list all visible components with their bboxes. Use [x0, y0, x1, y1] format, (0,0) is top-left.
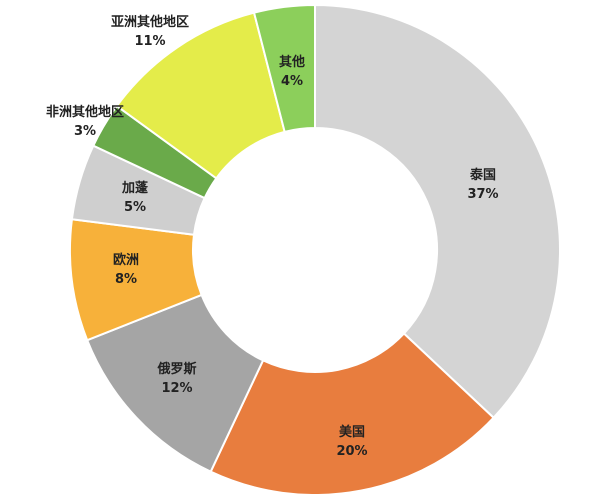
slice-2 — [85, 293, 265, 474]
slice-label-2: 俄罗斯 — [156, 361, 196, 377]
slice-label-1: 美国 — [339, 424, 365, 440]
slice-7 — [252, 3, 316, 134]
slice-0 — [314, 3, 561, 420]
slice-label-4: 加蓬 — [121, 180, 149, 196]
slice-label-6: 亚洲其他地区 — [111, 14, 189, 30]
slice-1 — [209, 332, 496, 494]
slice-label-0: 泰国 — [469, 167, 496, 183]
slice-value-5: 3% — [74, 124, 96, 139]
slice-label-7: 其他 — [279, 54, 305, 70]
slice-value-7: 4% — [281, 74, 303, 89]
slice-value-6: 11% — [134, 34, 165, 49]
slice-value-0: 37% — [467, 187, 498, 202]
slice-value-3: 8% — [115, 272, 137, 287]
slice-label-5: 非洲其他地区 — [46, 104, 124, 120]
slice-value-4: 5% — [124, 200, 146, 215]
slice-label-3: 欧洲 — [113, 252, 139, 268]
slice-value-2: 12% — [161, 381, 192, 396]
slice-value-1: 20% — [336, 444, 367, 459]
